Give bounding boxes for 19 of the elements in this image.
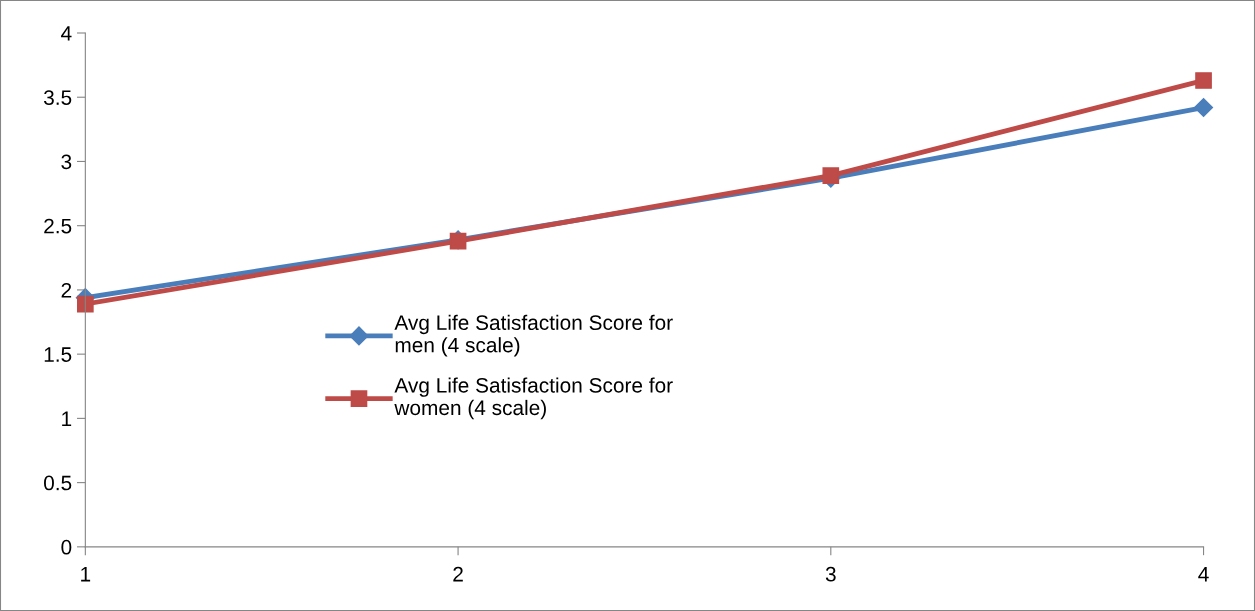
legend-label: Avg Life Satisfaction Score for women (4 scale) xyxy=(394,377,673,420)
y-tick-label: 4 xyxy=(61,26,72,41)
x-tick-label: 4 xyxy=(1198,567,1209,582)
y-tick-label: 0.5 xyxy=(44,475,72,491)
y-tick-label: 0 xyxy=(61,539,72,555)
point xyxy=(822,167,840,184)
x-tick-label: 3 xyxy=(825,566,836,582)
point xyxy=(1195,72,1212,89)
y-tick-label: 1.5 xyxy=(44,347,72,362)
y-tick-label: 2 xyxy=(61,282,72,298)
point xyxy=(1194,97,1214,118)
y-tick-label: 1 xyxy=(62,411,72,426)
x-tick-label: 1 xyxy=(81,567,91,582)
y-tick-label: 3.5 xyxy=(43,90,72,105)
y-tick-label: 3 xyxy=(61,154,72,170)
x-tick-label: 2 xyxy=(453,566,463,582)
legend-label: Avg Life Satisfaction Score for men (4 scale) xyxy=(394,314,673,357)
point xyxy=(77,295,94,313)
y-tick-label: 2.5 xyxy=(44,218,72,234)
